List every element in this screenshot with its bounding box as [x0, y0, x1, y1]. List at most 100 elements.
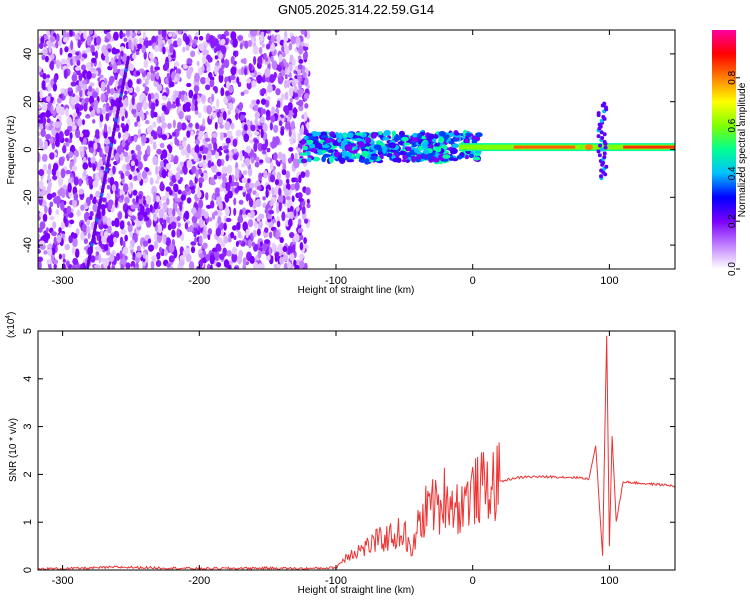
- spectrogram-speckle: [65, 169, 72, 175]
- spectrogram-speckle: [275, 230, 280, 240]
- spectrogram-burst: [600, 136, 605, 141]
- spectrogram-speckle: [232, 38, 238, 48]
- spectrogram-speckle: [58, 131, 64, 141]
- spectrogram-speckle: [41, 54, 46, 61]
- spectrogram-speckle: [174, 76, 178, 82]
- spectrogram-speckle: [110, 98, 115, 108]
- spectrogram-speckle: [229, 156, 233, 161]
- spectrogram-speckle: [103, 49, 109, 57]
- spectrogram-speckle: [293, 85, 298, 93]
- spectrogram-speckle: [253, 104, 259, 112]
- spectrogram-speckle: [92, 119, 96, 124]
- spectrogram-speckle: [297, 64, 304, 70]
- spectrogram-speckle: [288, 130, 292, 137]
- spectrogram-speckle: [221, 181, 226, 189]
- spectrogram-speckle: [90, 156, 96, 164]
- spectrogram-speckle: [86, 219, 91, 226]
- spectrogram-speckle: [81, 79, 87, 85]
- spectrogram-speckle: [49, 152, 55, 160]
- spectrogram-speckle: [182, 103, 188, 113]
- spectrogram-speckle: [241, 163, 246, 168]
- spectrogram-speckle: [251, 80, 257, 88]
- spectrogram-speckle: [101, 153, 106, 163]
- spectrogram-band-blob: [346, 159, 355, 163]
- spectrogram-speckle: [248, 62, 253, 71]
- spectrogram-y-ticks: -40 -20 0 20 40: [22, 48, 675, 253]
- spectrogram-speckle: [38, 104, 42, 110]
- spectrogram-speckle: [272, 219, 276, 224]
- spectrogram-speckle: [266, 84, 273, 93]
- spectrogram-speckle: [196, 60, 200, 67]
- spectrogram-speckle: [46, 95, 51, 103]
- spectrogram-speckle: [243, 133, 250, 143]
- spectrogram-speckle: [187, 58, 193, 65]
- spectrogram-speckle: [202, 50, 207, 56]
- snr-panel: -300 -200 -100 0 100 0 1 2 3 4 5 Height of straig…: [5, 312, 676, 596]
- spectrogram-speckle: [254, 111, 261, 119]
- spectrogram-speckle: [93, 99, 99, 107]
- spectrogram-speckle: [44, 232, 51, 240]
- spectrogram-speckle: [260, 98, 267, 106]
- spectrogram-speckle: [194, 236, 198, 244]
- spectrogram-speckle: [242, 57, 247, 65]
- spectrogram-speckle: [114, 197, 118, 208]
- spectrogram-speckle: [56, 234, 62, 244]
- spectrogram-speckle: [137, 214, 144, 222]
- spectrogram-speckle: [293, 259, 297, 267]
- spectrogram-speckle: [90, 110, 96, 118]
- spectrogram-speckle: [291, 120, 295, 130]
- spectrogram-speckle: [300, 30, 306, 35]
- spectrogram-speckle: [47, 163, 52, 171]
- spectrogram-speckle: [198, 130, 204, 138]
- spectrogram-speckle: [140, 204, 145, 214]
- spectrogram-speckle: [142, 199, 147, 206]
- spectrogram-speckle: [218, 116, 223, 124]
- spectrogram-speckle: [168, 244, 175, 253]
- spectrogram-band-blob: [328, 156, 334, 164]
- spectrogram-speckle: [78, 146, 84, 152]
- spectrogram-speckle: [233, 148, 238, 153]
- spectrogram-speckle: [132, 189, 138, 196]
- spectrogram-speckle: [130, 204, 137, 210]
- spectrogram-speckle: [124, 234, 128, 242]
- spectrogram-speckle: [173, 248, 178, 259]
- spectrogram-x-tick-label: -100: [325, 275, 347, 287]
- spectrogram-speckle: [209, 79, 215, 88]
- spectrogram-speckle: [158, 246, 163, 253]
- spectrogram-band-blob: [398, 130, 405, 137]
- spectrogram-speckle: [117, 132, 121, 139]
- spectrogram-band-blob: [302, 145, 309, 151]
- spectrogram-speckle: [186, 197, 192, 204]
- spectrogram-x-label: Height of straight line (km): [298, 285, 415, 296]
- spectrogram-speckle: [83, 102, 88, 112]
- spectrogram-speckle: [50, 62, 54, 71]
- spectrogram-speckle: [303, 111, 308, 122]
- spectrogram-speckle: [131, 95, 135, 106]
- spectrogram-speckle: [302, 52, 308, 60]
- spectrogram-speckle: [137, 30, 141, 35]
- spectrogram-speckle: [246, 78, 251, 84]
- spectrogram-speckle: [80, 204, 85, 211]
- spectrogram-speckle: [50, 104, 54, 115]
- snr-x-ticks: -300 -200 -100 0 100: [52, 331, 619, 587]
- spectrogram-burst: [599, 130, 604, 135]
- spectrogram-speckle: [131, 42, 135, 51]
- spectrogram-speckle: [247, 219, 254, 228]
- spectrogram-speckle: [241, 66, 245, 76]
- spectrogram-speckle: [95, 190, 101, 198]
- spectrogram-speckle: [169, 81, 175, 88]
- spectrogram-band-blob: [421, 142, 428, 149]
- spectrogram-speckle: [162, 63, 169, 72]
- spectrogram-speckle: [107, 225, 112, 234]
- spectrogram-speckle: [106, 192, 111, 200]
- spectrogram-speckle: [89, 211, 94, 217]
- spectrogram-speckle: [76, 59, 81, 66]
- spectrogram-speckle: [175, 68, 182, 75]
- spectrogram-speckle: [135, 222, 141, 228]
- spectrogram-speckle: [219, 131, 224, 141]
- spectrogram-speckle: [38, 256, 43, 262]
- spectrogram-speckle: [207, 143, 212, 152]
- spectrogram-speckle: [158, 30, 162, 35]
- spectrogram-speckle: [160, 153, 164, 161]
- spectrogram-speckle: [201, 64, 205, 73]
